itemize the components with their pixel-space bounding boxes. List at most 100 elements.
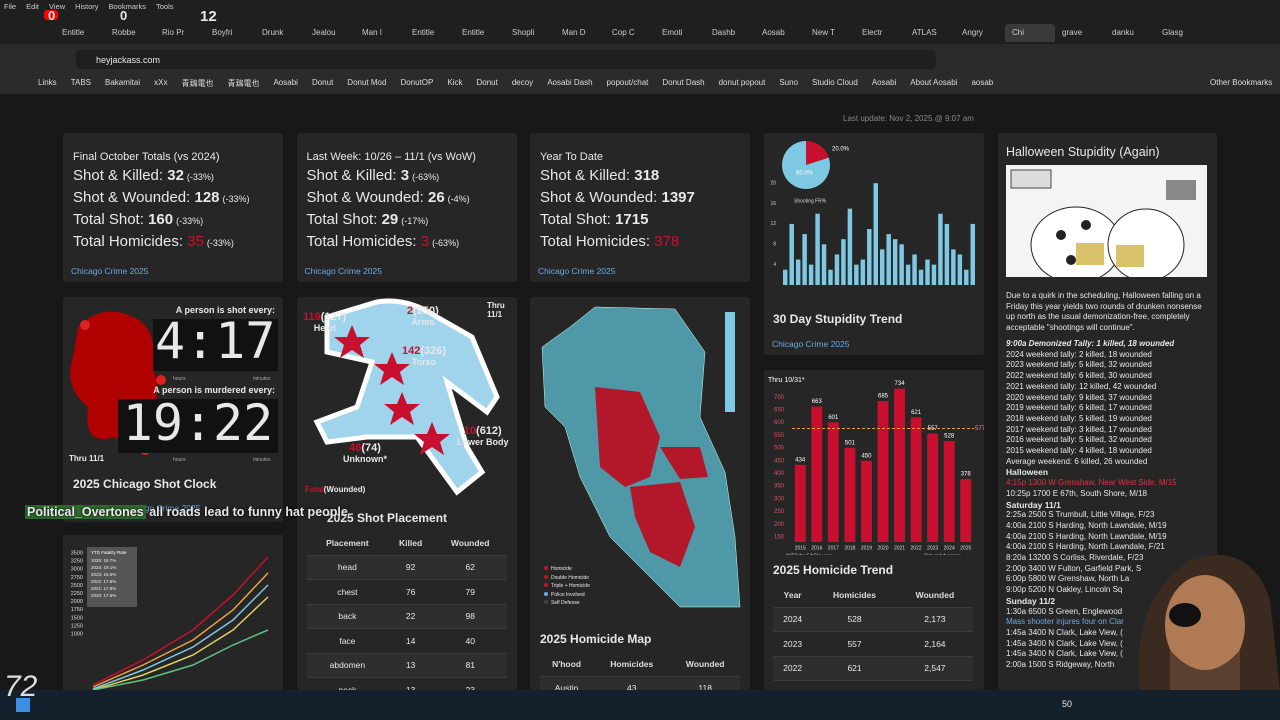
- pie-slice: [806, 141, 829, 165]
- bar: [931, 264, 937, 285]
- tab[interactable]: Chi: [1005, 24, 1055, 42]
- table: N'hood Homicides Wounded Austin 43 118: [540, 652, 740, 690]
- bar: [811, 406, 823, 542]
- bookmark[interactable]: Donut Mod: [347, 78, 387, 87]
- bookmark[interactable]: Aosabi: [871, 78, 897, 87]
- card-title: 2025 Shot Placement: [327, 511, 448, 525]
- legend-dot: [544, 600, 548, 604]
- legend-item: Double Homicide: [544, 574, 590, 583]
- bookmark[interactable]: Suno: [779, 78, 799, 87]
- bookmark[interactable]: decoy: [511, 78, 534, 87]
- stat-change: (-33%): [222, 194, 250, 204]
- bookmark[interactable]: Donut: [311, 78, 334, 87]
- tab[interactable]: Dashb: [712, 28, 736, 37]
- table-cell: 76: [387, 579, 434, 605]
- bookmark[interactable]: aosab: [971, 78, 994, 87]
- bookmark[interactable]: Donut: [476, 78, 498, 87]
- map: [541, 306, 741, 608]
- bar: [794, 464, 806, 542]
- x-tick-label: 2024: [944, 545, 955, 551]
- incident-line: 2022 weekend tally: 6 killed, 30 wounded: [1006, 371, 1152, 381]
- tab[interactable]: Robbe: [112, 28, 136, 37]
- tab[interactable]: Emoti: [662, 28, 683, 37]
- card-footer[interactable]: Chicago Crime 2025: [71, 266, 149, 276]
- card-footer[interactable]: Chicago Crime 2025: [304, 266, 382, 276]
- menu-item[interactable]: History: [75, 2, 99, 11]
- tab[interactable]: Drunk: [262, 28, 284, 37]
- shot-time: 4:17: [155, 312, 276, 370]
- table-cell: 14: [387, 628, 434, 654]
- bookmark[interactable]: Bakamitai: [105, 78, 141, 87]
- tab[interactable]: danku: [1112, 28, 1134, 37]
- tab[interactable]: Man D: [562, 28, 586, 37]
- tab[interactable]: Angry: [962, 28, 983, 37]
- menu-item[interactable]: Bookmarks: [108, 2, 147, 11]
- bookmark[interactable]: Aosabi Dash: [547, 78, 593, 87]
- legend-text: Double Homicide: [551, 574, 590, 581]
- bookmark[interactable]: Kick: [447, 78, 463, 87]
- bookmark[interactable]: 青鶏電也: [181, 79, 214, 88]
- incident-line: 1:45a 3400 N Clark, Lake View, (: [1006, 649, 1123, 659]
- table-cell: 23: [433, 677, 507, 690]
- tab[interactable]: Shopli: [512, 28, 535, 37]
- card-footer[interactable]: Chicago Crime 2025: [538, 266, 616, 276]
- other-bookmarks[interactable]: Other Bookmarks: [1210, 78, 1273, 87]
- card-footer[interactable]: Chicago Crime 2025: [772, 339, 850, 349]
- tab[interactable]: Electr: [862, 28, 883, 37]
- region-name: Unknown*: [343, 454, 387, 464]
- region-wounded: (326): [420, 345, 447, 357]
- stat-label: Total Homicides:: [540, 233, 651, 250]
- bar: [943, 440, 955, 542]
- menu-item[interactable]: Tools: [156, 2, 174, 11]
- tab[interactable]: Entitle: [462, 28, 485, 37]
- chat-message: all roads lead to funny hat people: [149, 505, 348, 519]
- tab[interactable]: ATLAS: [912, 28, 937, 37]
- pie-label: 80.0%: [796, 171, 814, 177]
- start-button[interactable]: [16, 698, 30, 712]
- legend-item: Self Defense: [544, 599, 590, 608]
- tab[interactable]: Entitle: [62, 28, 85, 37]
- bookmark[interactable]: popout/chat: [606, 78, 649, 87]
- bookmark[interactable]: TABS: [70, 78, 91, 87]
- menu-item[interactable]: File: [4, 2, 17, 11]
- column-header: Placement: [307, 531, 388, 556]
- tab[interactable]: Man I: [362, 28, 383, 37]
- value-label: 601: [828, 415, 839, 421]
- tab[interactable]: Aosab: [762, 28, 785, 37]
- bookmark[interactable]: About Aosabi: [910, 78, 958, 87]
- bookmark[interactable]: Aosabi: [273, 78, 298, 87]
- tab[interactable]: Boyfri: [212, 28, 233, 37]
- bookmark[interactable]: Donut Dash: [662, 78, 705, 87]
- bookmark[interactable]: Studio Cloud: [812, 78, 858, 87]
- menu-item[interactable]: View: [49, 2, 66, 11]
- tab[interactable]: Cop C: [612, 28, 635, 37]
- bookmark[interactable]: DonutOP: [400, 78, 434, 87]
- region-wounded: (612): [476, 425, 502, 437]
- stat-card: Last Week: 10/26 – 11/1 (vs WoW) Shot & K…: [296, 133, 517, 282]
- y-tick-label: 3250: [71, 559, 83, 565]
- taskbar: 72 50: [0, 670, 1280, 720]
- tab[interactable]: Entitle: [412, 28, 435, 37]
- y-tick-label: 2750: [71, 575, 83, 581]
- tab[interactable]: Glasg: [1162, 28, 1183, 37]
- url-bar[interactable]: [76, 50, 936, 69]
- tab[interactable]: Jealou: [312, 28, 336, 37]
- column-header: Year: [773, 583, 813, 608]
- bookmark[interactable]: donut popout: [718, 78, 766, 87]
- tab[interactable]: grave: [1062, 28, 1083, 37]
- incident-line: Average weekend: 6 killed, 26 wounded: [1006, 456, 1148, 466]
- bookmark[interactable]: Links: [38, 78, 57, 87]
- y-tick-label: 700: [774, 395, 785, 401]
- bar: [844, 447, 856, 542]
- tab[interactable]: New T: [812, 28, 835, 37]
- menu-item[interactable]: Edit: [26, 2, 40, 11]
- bookmark[interactable]: xXx: [154, 78, 168, 87]
- card-title: Year To Date: [540, 151, 603, 163]
- y-tick-label: 1250: [71, 623, 83, 629]
- tab[interactable]: Rio Pr: [162, 28, 185, 37]
- stat-label: Total Shot:: [540, 211, 611, 228]
- bookmark[interactable]: 青鶏電也: [227, 79, 260, 88]
- region-wounded: (250): [413, 305, 439, 317]
- bar: [925, 259, 930, 285]
- url[interactable]: heyjackass.com: [96, 55, 161, 65]
